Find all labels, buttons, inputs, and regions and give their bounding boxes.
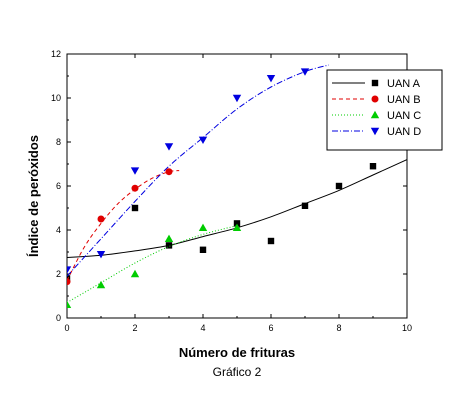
legend-label: UAN D xyxy=(387,126,421,138)
legend: UAN A UAN B UAN C UAN D xyxy=(326,69,443,151)
data-point xyxy=(131,204,139,212)
x-tick-label: 6 xyxy=(268,323,273,333)
series-fit-line xyxy=(67,170,180,281)
data-point xyxy=(165,242,173,249)
legend-label: UAN B xyxy=(387,94,421,106)
data-point xyxy=(130,269,140,278)
legend-label: UAN A xyxy=(387,78,421,90)
x-tick-label: 2 xyxy=(132,323,137,333)
data-point xyxy=(199,246,207,253)
y-tick-label: 4 xyxy=(56,225,61,235)
series-4 xyxy=(67,64,329,277)
data-point xyxy=(335,182,343,190)
legend-marker xyxy=(371,95,379,103)
data-point xyxy=(67,266,72,274)
data-point xyxy=(165,168,173,176)
data-point xyxy=(267,237,275,245)
data-point xyxy=(96,251,106,259)
data-point xyxy=(300,68,310,76)
series-3 xyxy=(67,223,242,308)
x-tick-label: 8 xyxy=(336,323,341,333)
x-tick-label: 10 xyxy=(402,323,412,333)
legend-marker xyxy=(370,110,380,119)
y-tick-label: 0 xyxy=(56,313,61,323)
x-axis-label: Número de frituras xyxy=(179,345,295,360)
data-point xyxy=(369,163,377,170)
chart-marks: 0 2 4 6 8 10 0 2 4 6 8 10 12 xyxy=(51,49,412,333)
data-point xyxy=(67,300,72,308)
series-fit-line xyxy=(67,64,329,277)
legend-label: UAN C xyxy=(387,110,421,122)
series-1 xyxy=(67,159,407,282)
y-tick-label: 2 xyxy=(56,269,61,279)
chart-caption: Gráfico 2 xyxy=(213,365,262,379)
data-point xyxy=(266,75,276,83)
data-point xyxy=(198,136,208,144)
y-axis-label: Índice de peróxidos xyxy=(26,135,41,257)
x-tick-label: 4 xyxy=(200,323,205,333)
series-fit-line xyxy=(67,225,238,304)
legend-marker xyxy=(370,127,380,136)
data-point xyxy=(97,215,105,223)
y-tick-label: 10 xyxy=(51,93,61,103)
legend-marker xyxy=(371,79,379,87)
data-point xyxy=(198,223,208,231)
legend-box xyxy=(326,69,443,151)
x-tick-label: 0 xyxy=(64,323,69,333)
y-tick-label: 12 xyxy=(51,49,61,59)
data-point xyxy=(301,202,309,209)
y-tick-label: 8 xyxy=(56,137,61,147)
data-point xyxy=(131,184,139,192)
data-point xyxy=(96,280,106,289)
data-point xyxy=(164,143,174,151)
data-point xyxy=(232,223,242,231)
series-fit-line xyxy=(67,159,407,258)
data-point xyxy=(232,94,242,103)
y-tick-label: 6 xyxy=(56,181,61,191)
series-2 xyxy=(67,168,180,286)
data-point xyxy=(233,220,241,227)
data-point xyxy=(67,278,71,286)
data-point xyxy=(130,167,140,175)
data-point xyxy=(164,234,174,242)
